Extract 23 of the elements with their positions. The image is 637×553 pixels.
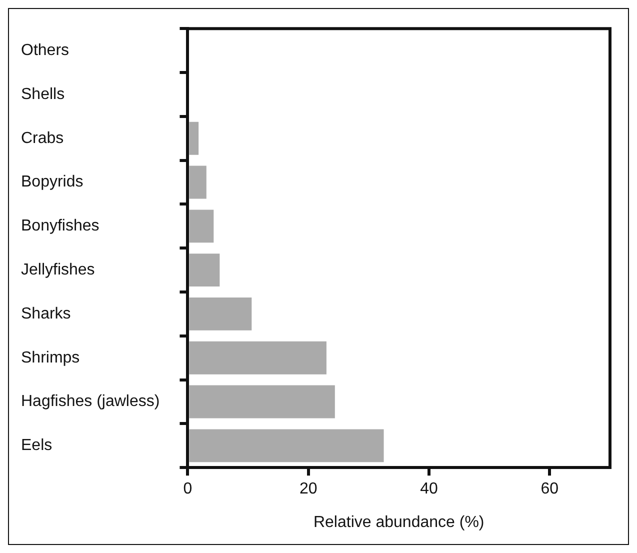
bar	[189, 341, 326, 374]
bar	[189, 429, 384, 462]
y-tick-label: Hagfishes (jawless)	[21, 393, 160, 410]
x-tick-label: 40	[420, 480, 438, 498]
y-tick-label: Shells	[21, 86, 65, 103]
bar	[189, 210, 214, 243]
bar	[189, 297, 252, 330]
bar	[189, 166, 206, 199]
x-axis-title: Relative abundance (%)	[313, 514, 484, 531]
x-tick-label: 20	[299, 480, 318, 498]
y-tick-label: Jellyfishes	[21, 261, 95, 278]
y-tick-label: Crabs	[21, 130, 64, 147]
y-tick-label: Bonyfishes	[21, 218, 100, 235]
y-tick-label: Others	[21, 42, 70, 59]
y-tick-label: Bopyrids	[21, 174, 84, 191]
bar	[189, 122, 199, 155]
x-tick-label: 60	[540, 480, 559, 498]
x-tick-label: 0	[183, 480, 192, 498]
bar	[189, 254, 220, 287]
y-tick-label: Eels	[21, 437, 52, 454]
y-tick-label: Shrimps	[21, 349, 80, 366]
bar	[189, 385, 335, 418]
y-tick-label: Sharks	[21, 305, 71, 322]
